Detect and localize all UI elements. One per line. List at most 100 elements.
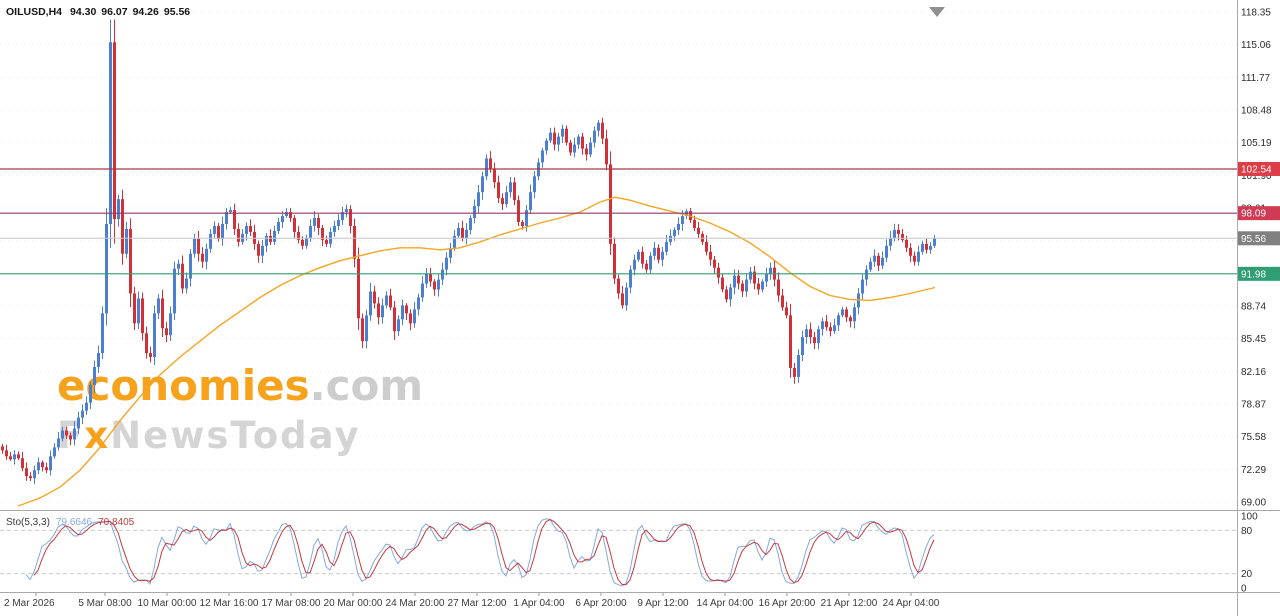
time-axis[interactable]: 2 Mar 2026 5 Mar 08:00 10 Mar 00:00 12 Mar … [4,592,940,609]
candle-body [609,164,612,244]
candle-body [725,289,728,300]
candle-body [589,142,592,155]
candle-body [53,447,56,457]
time-axis-label: 1 Apr 04:00 [513,598,565,609]
resistance-line-upper-price-box [1238,161,1280,176]
candle-body [141,298,144,334]
candle-body [133,293,136,324]
candle-body [193,238,196,254]
price-tick-label: 88.74 [1241,302,1266,313]
candle-body [213,225,216,234]
stochastic-pane[interactable]: 100 80 20 0 [0,512,1258,595]
candle-body [333,225,336,232]
candle-body [401,305,404,320]
candle-body [357,258,360,319]
current-price-line-price-box [1238,231,1280,246]
candle-body [13,454,16,460]
candle-body [257,243,260,256]
stochastic-lines [25,518,935,587]
candle-body [473,206,476,219]
chart-shift-marker-icon[interactable] [929,7,945,17]
candle-body [765,273,768,282]
candle-body [137,298,140,324]
candle-body [221,223,224,239]
candle-body [845,309,848,318]
candle-body [29,476,32,479]
candle-body [597,122,600,131]
candle-body [569,142,572,153]
candle-body [445,257,448,270]
price-tick-label: 85.45 [1241,334,1266,345]
price-tick-label: 108.48 [1241,106,1272,117]
candle-body [665,241,668,252]
candles-layer[interactable] [1,19,936,485]
candle-body [649,255,652,270]
candle-body [97,353,100,367]
candle-body [377,303,380,318]
candle-body [677,223,680,230]
candle-body [545,140,548,151]
candle-body [145,333,148,354]
candle-body [41,462,44,468]
candle-body [149,353,152,358]
candle-body [297,231,300,240]
price-axis[interactable]: 118.35115.06111.77108.48105.19101.9098.6… [1238,8,1280,509]
candle-body [861,279,864,294]
candle-body [897,229,900,234]
candle-body [93,366,96,385]
candle-body [621,293,624,306]
candle-body [865,269,868,280]
candle-body [369,291,372,316]
candle-body [709,251,712,260]
candle-body [869,261,872,270]
price-tick-label: 78.87 [1241,400,1266,411]
candle-body [61,430,64,439]
candle-body [933,238,936,246]
time-axis-label: 27 Mar 12:00 [448,598,507,609]
candle-body [101,313,104,354]
price-tick-label: 75.58 [1241,432,1266,443]
candle-body [389,295,392,308]
candle-body [801,337,804,356]
price-tick-label: 105.19 [1241,138,1272,149]
candle-body [761,281,764,290]
candle-body [505,192,508,205]
candle-body [525,210,528,226]
moving-average-layer [17,196,936,507]
candle-body [885,245,888,258]
candle-body [417,297,420,310]
time-axis-label: 21 Apr 12:00 [821,598,878,609]
moving-average-line [17,196,936,507]
candle-body [737,275,740,284]
chart-ohlc-label: OILUSD,H4 94.30 96.07 94.26 95.56 [6,6,190,18]
candle-body [77,417,80,429]
candle-body [837,315,840,326]
candle-body [805,329,808,338]
candle-body [421,283,424,298]
candle-body [1,446,4,451]
candle-body [729,287,732,300]
candle-body [25,468,28,477]
time-axis-label: 6 Apr 20:00 [575,598,627,609]
candle-body [461,227,464,238]
candle-body [337,220,340,226]
candle-body [581,136,584,149]
candle-body [409,313,412,324]
candle-body [917,251,920,262]
candle-body [669,235,672,242]
candle-body [205,248,208,262]
candle-body [289,212,292,219]
candle-body [477,192,480,207]
candle-body [821,321,824,330]
candle-body [321,227,324,240]
stoch-level-label: 20 [1241,569,1253,580]
candle-body [753,271,756,284]
candle-body [277,222,280,231]
horizontal-lines-layer[interactable] [0,168,1237,275]
candle-body [249,225,252,232]
time-axis-label: 9 Apr 12:00 [637,598,689,609]
candle-body [881,257,884,266]
candle-body [733,275,736,288]
candle-body [373,291,376,304]
